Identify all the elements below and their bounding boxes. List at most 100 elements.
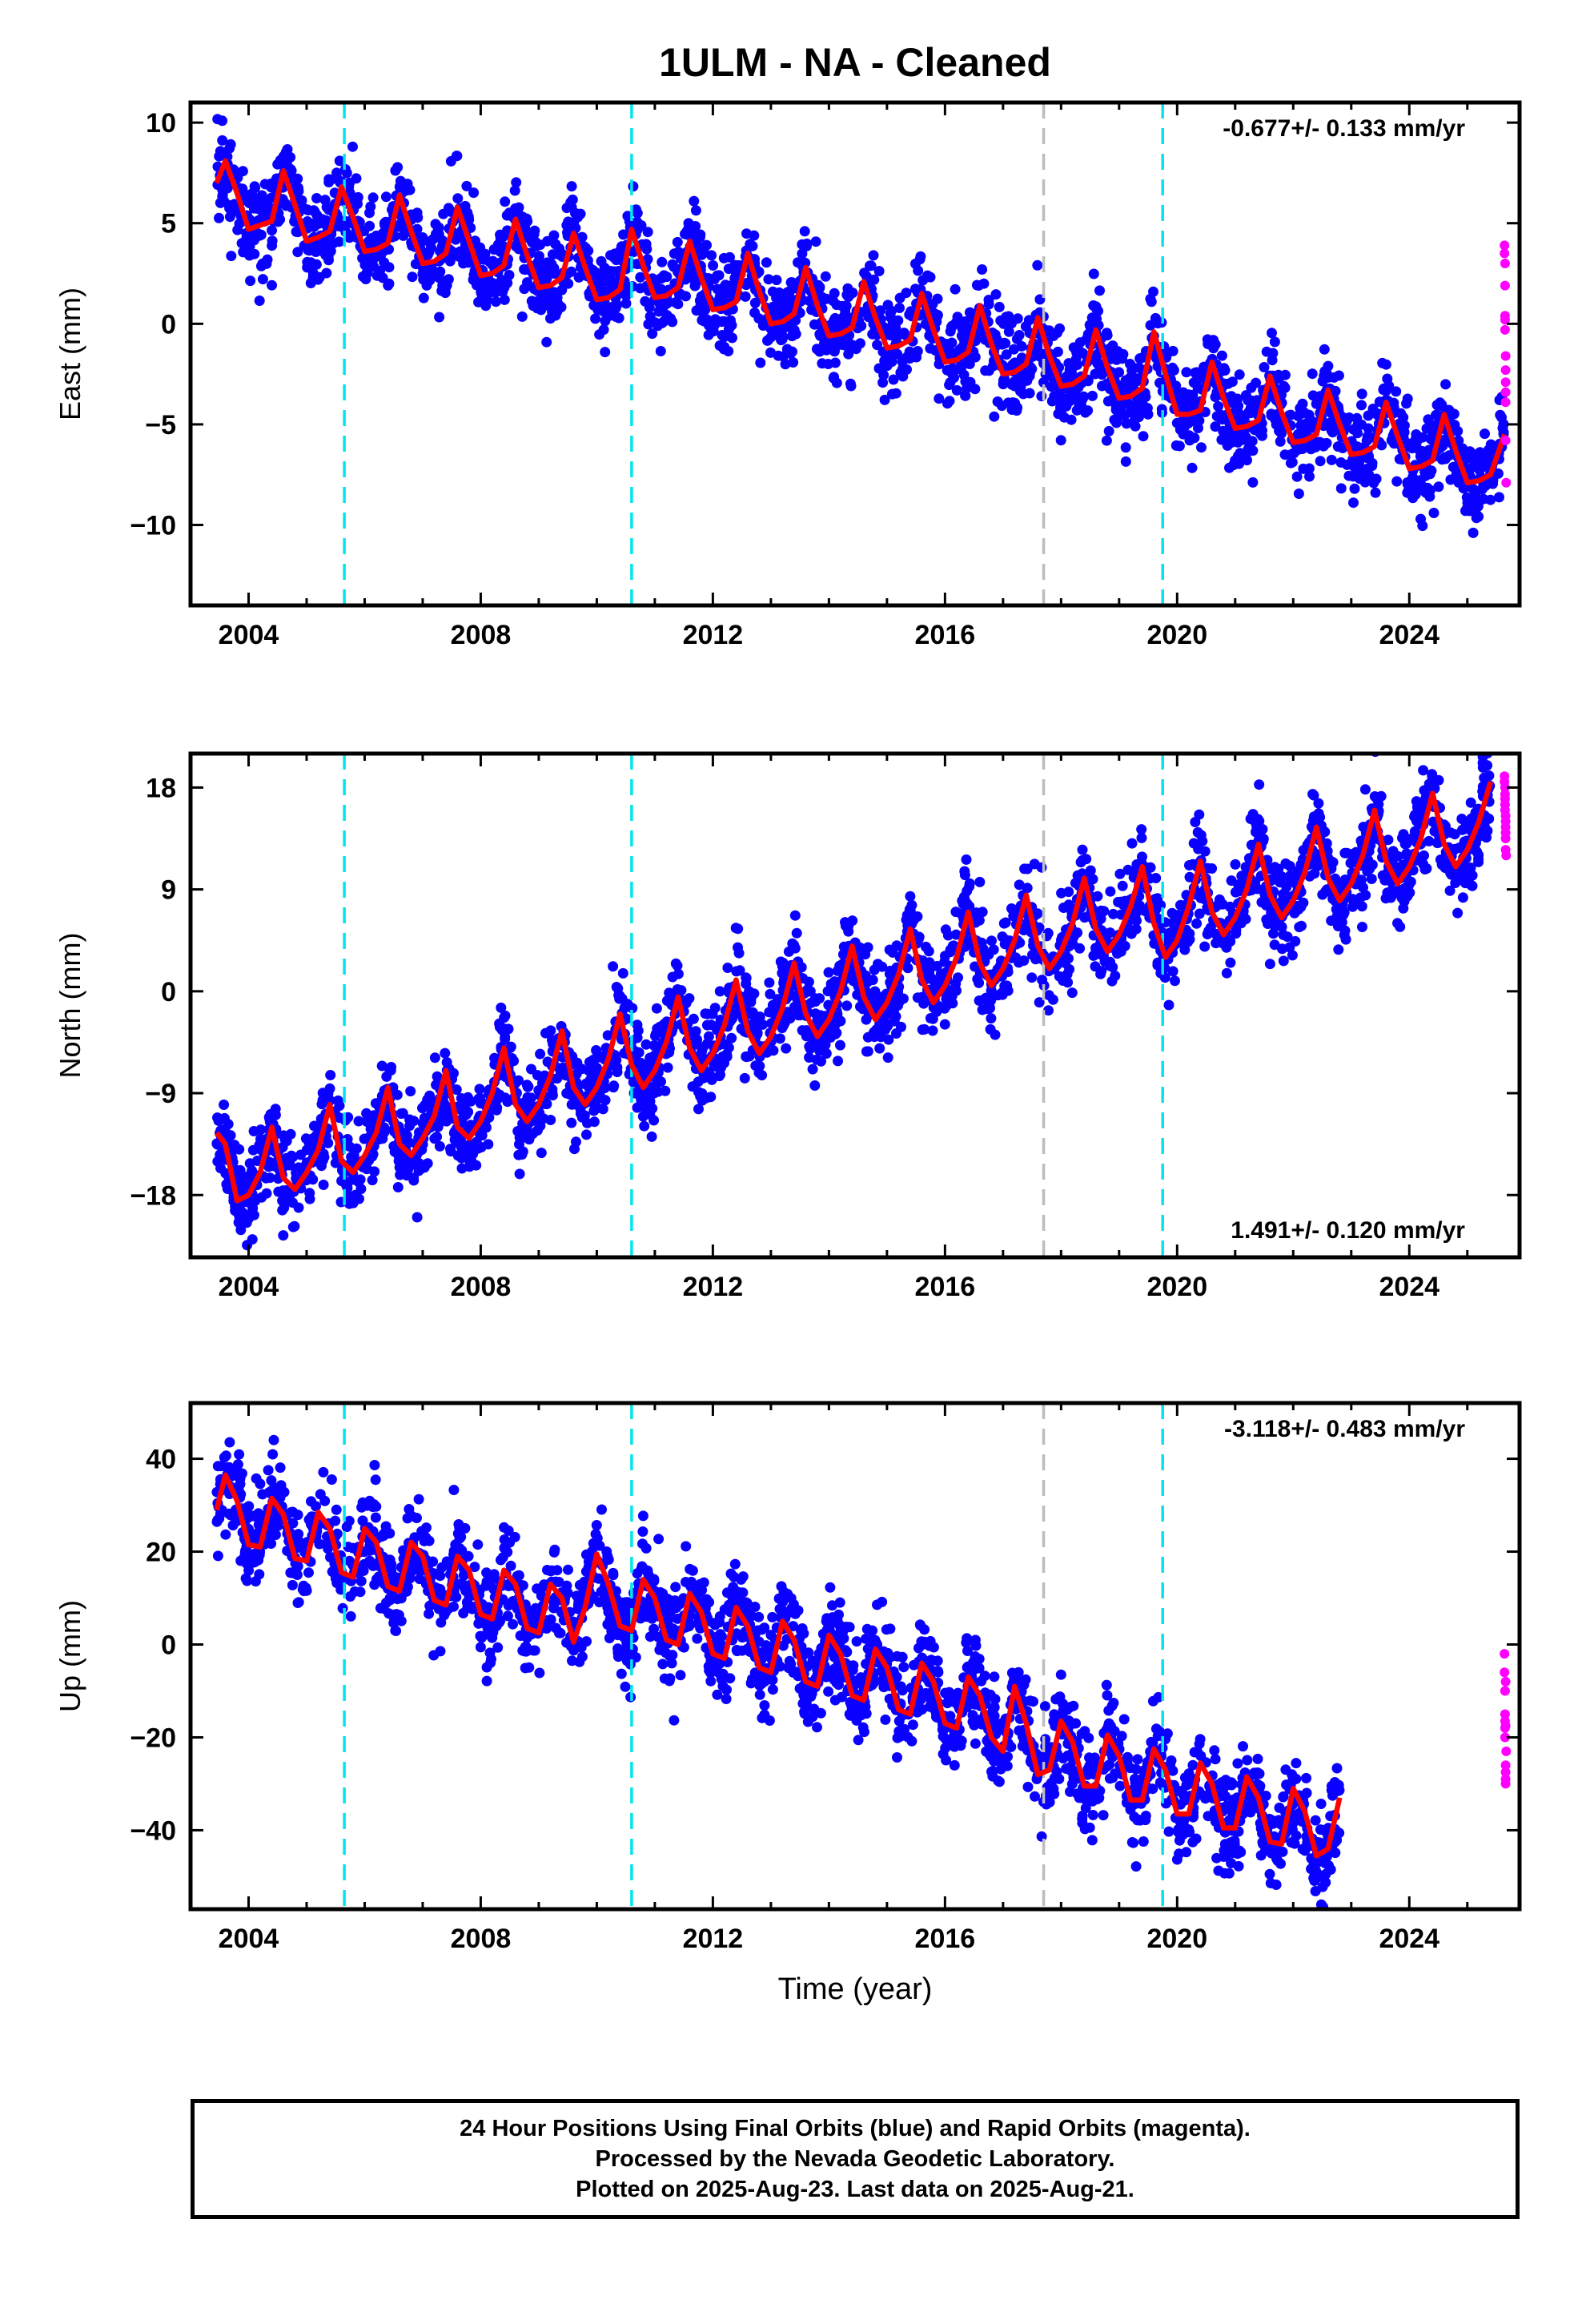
final-orbit-point	[762, 335, 773, 346]
final-orbit-point	[1093, 305, 1104, 316]
final-orbit-point	[323, 174, 335, 185]
final-orbit-point	[990, 329, 1001, 340]
final-orbit-point	[1453, 477, 1464, 488]
final-orbit-point	[500, 196, 511, 207]
final-orbit-point	[1462, 503, 1472, 514]
final-orbit-point	[1077, 393, 1088, 404]
final-orbit-point	[786, 331, 797, 342]
final-orbit-point	[1054, 323, 1066, 334]
final-orbit-point	[932, 960, 942, 971]
final-orbit-point	[953, 972, 963, 983]
final-orbit-point	[670, 297, 681, 308]
final-orbit-point	[1391, 476, 1403, 487]
final-orbit-point	[1309, 868, 1320, 879]
final-orbit-point	[435, 266, 446, 277]
final-orbit-point	[1498, 0, 1508, 6]
final-orbit-point	[429, 1052, 440, 1063]
final-orbit-point	[1474, 464, 1485, 476]
final-orbit-point	[635, 283, 646, 294]
final-orbit-point	[522, 1081, 533, 1092]
final-orbit-point	[913, 265, 924, 276]
final-orbit-point	[1042, 927, 1054, 939]
final-orbit-point	[405, 1086, 416, 1097]
final-orbit-point	[888, 374, 899, 385]
final-orbit-point	[1477, 754, 1488, 762]
final-orbit-point	[690, 1026, 701, 1037]
final-orbit-point	[764, 977, 775, 988]
final-orbit-point	[531, 240, 542, 251]
final-orbit-point	[1345, 858, 1356, 869]
final-orbit-point	[534, 251, 544, 262]
final-orbit-point	[1357, 922, 1367, 932]
final-orbit-point	[1499, 0, 1509, 6]
final-orbit-point	[332, 1095, 343, 1106]
final-orbit-point	[927, 1025, 938, 1036]
final-orbit-point	[873, 266, 885, 276]
final-orbit-point	[1335, 483, 1347, 494]
final-orbit-point	[232, 224, 243, 235]
final-orbit-point	[1119, 410, 1130, 421]
final-orbit-point	[1191, 918, 1203, 929]
final-orbit-point	[1370, 487, 1381, 498]
final-orbit-point	[292, 247, 303, 258]
final-orbit-point	[278, 1230, 289, 1241]
final-orbit-point	[1293, 489, 1304, 499]
final-orbit-point	[1296, 420, 1307, 430]
final-orbit-point	[1495, 409, 1506, 420]
final-orbit-point	[224, 211, 235, 223]
final-orbit-point	[610, 303, 621, 314]
final-orbit-point	[1074, 337, 1086, 348]
final-orbit-point	[598, 306, 609, 317]
final-orbit-point	[1066, 987, 1078, 999]
final-orbit-point	[1315, 456, 1326, 467]
final-orbit-point	[289, 1220, 300, 1232]
final-orbit-point	[1134, 404, 1146, 415]
final-orbit-point	[767, 999, 778, 1011]
final-orbit-point	[1401, 848, 1412, 859]
rapid-orbit-point	[1501, 477, 1512, 488]
final-orbit-point	[771, 275, 782, 286]
final-orbit-point	[264, 1116, 275, 1128]
final-orbit-point	[214, 212, 224, 223]
final-orbit-point	[261, 258, 272, 269]
final-orbit-point	[1402, 891, 1413, 902]
final-orbit-point	[1010, 400, 1021, 411]
rapid-orbit-point	[1500, 365, 1511, 376]
final-orbit-point	[445, 155, 456, 167]
final-orbit-point	[215, 1152, 226, 1162]
rapid-orbit-point	[1500, 315, 1510, 325]
plot-frame-east	[188, 100, 1522, 608]
final-orbit-point	[576, 231, 588, 243]
final-orbit-point	[1431, 409, 1442, 420]
final-orbit-point	[1348, 497, 1359, 509]
final-orbit-point	[639, 1120, 650, 1132]
final-orbit-point	[829, 357, 841, 368]
final-orbit-point	[749, 308, 761, 318]
final-orbit-point	[695, 299, 706, 310]
final-orbit-point	[644, 302, 655, 313]
final-orbit-point	[833, 1055, 843, 1067]
final-orbit-point	[647, 1103, 658, 1114]
final-orbit-point	[311, 193, 322, 203]
final-orbit-point	[1193, 423, 1203, 433]
final-orbit-point	[1084, 320, 1095, 331]
final-orbit-point	[1197, 835, 1208, 846]
final-orbit-point	[1184, 860, 1195, 870]
final-orbit-point	[368, 1110, 379, 1121]
final-orbit-point	[1356, 400, 1367, 411]
final-orbit-point	[1010, 357, 1021, 368]
final-orbit-point	[1358, 882, 1368, 893]
final-orbit-point	[789, 943, 801, 954]
final-orbit-point	[217, 189, 228, 200]
final-orbit-point	[602, 1030, 613, 1041]
final-orbit-point	[994, 301, 1005, 312]
final-orbit-point	[1487, 0, 1497, 6]
final-orbit-point	[1411, 485, 1423, 497]
final-orbit-point	[478, 283, 489, 295]
final-orbit-point	[218, 1113, 229, 1124]
final-orbit-point	[390, 165, 401, 176]
final-orbit-point	[1125, 359, 1135, 369]
final-orbit-point	[637, 1111, 648, 1122]
final-orbit-point	[622, 211, 633, 222]
final-orbit-point	[1230, 887, 1241, 898]
